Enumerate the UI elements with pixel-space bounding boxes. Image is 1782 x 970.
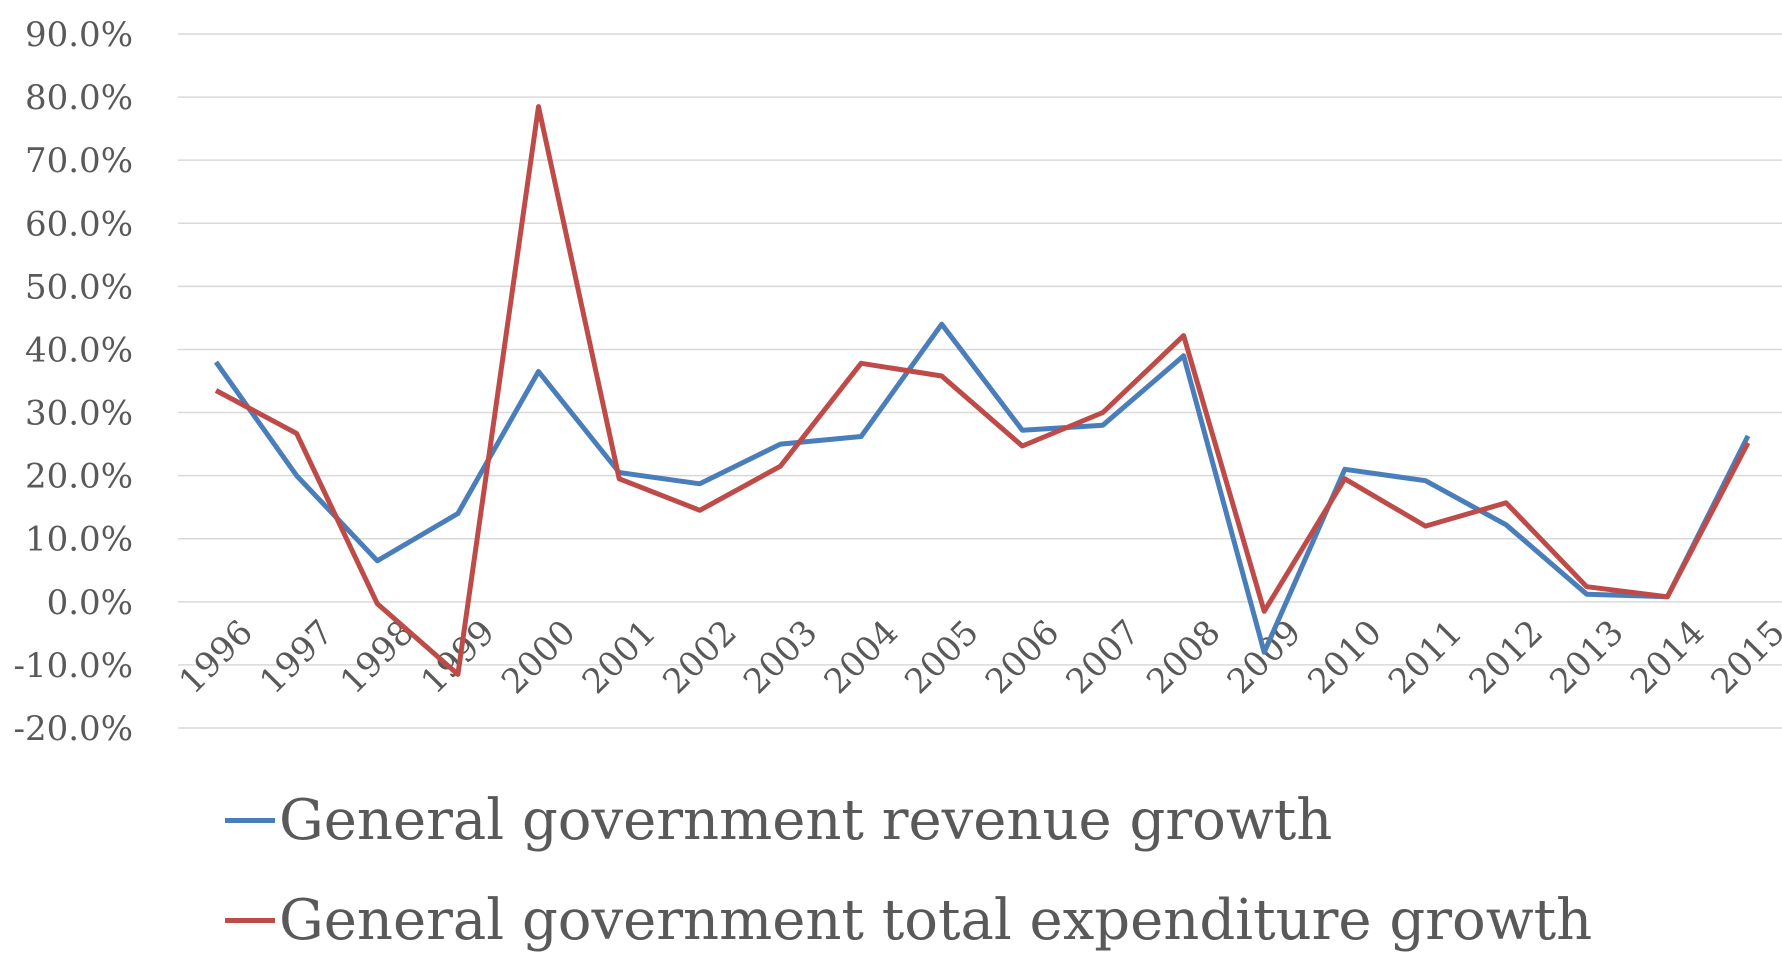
legend-item-revenue: General government revenue growth [225,770,1765,870]
series-lines [213,104,1751,677]
y-tick-label: 20.0% [25,457,133,497]
x-tick-label: 2007 [1058,612,1147,701]
y-tick-label: 50.0% [25,267,133,307]
y-tick-label: 0.0% [47,583,133,623]
legend-label-expenditure: General government total expenditure gro… [279,887,1593,953]
legend-label-revenue: General government revenue growth [279,787,1333,853]
x-tick-label: 2002 [655,612,744,701]
y-tick-label: -10.0% [14,646,134,686]
series-line-expenditure [214,104,1751,677]
y-tick-label: 80.0% [25,78,133,118]
x-tick-label: 2003 [736,612,825,701]
y-tick-label: 70.0% [25,141,133,181]
legend-item-expenditure: General government total expenditure gro… [225,870,1765,970]
x-tick-label: 2004 [817,612,906,701]
legend: General government revenue growth Genera… [225,770,1765,970]
line-chart: 90.0% 80.0% 70.0% 60.0% 50.0% 40.0% 30.0% 20.0%… [14,15,1782,749]
x-tick-label: 2001 [575,612,664,701]
y-tick-label: 10.0% [25,520,133,560]
x-tick-label: 2000 [494,612,583,701]
gridlines [178,33,1782,729]
x-tick-label: 1997 [252,612,341,701]
x-tick-label: 1998 [333,612,422,701]
x-tick-label: 2011 [1381,612,1470,701]
x-tick-label: 2013 [1542,612,1631,701]
series-line-revenue [213,321,1751,655]
y-axis-tick-labels: 90.0% 80.0% 70.0% 60.0% 50.0% 40.0% 30.0% 20.0%… [14,15,134,749]
x-tick-label: 2015 [1703,612,1782,701]
y-tick-label: 60.0% [25,204,133,244]
y-tick-label: 30.0% [25,394,133,434]
x-tick-label: 2008 [1139,612,1228,701]
x-axis-tick-labels: 1996199719981999200020012002200320042005… [171,612,1782,701]
x-tick-label: 2010 [1300,612,1389,701]
y-tick-label: 90.0% [25,15,133,55]
x-tick-label: 2014 [1623,612,1712,701]
x-tick-label: 2012 [1462,612,1551,701]
y-tick-label: -20.0% [14,709,134,749]
x-tick-label: 2006 [978,612,1067,701]
x-tick-label: 2009 [1220,612,1309,701]
legend-swatch-expenditure [225,917,275,923]
y-tick-label: 40.0% [25,330,133,370]
x-tick-label: 1996 [171,612,260,701]
x-tick-label: 2005 [897,612,986,701]
legend-swatch-revenue [225,817,275,823]
